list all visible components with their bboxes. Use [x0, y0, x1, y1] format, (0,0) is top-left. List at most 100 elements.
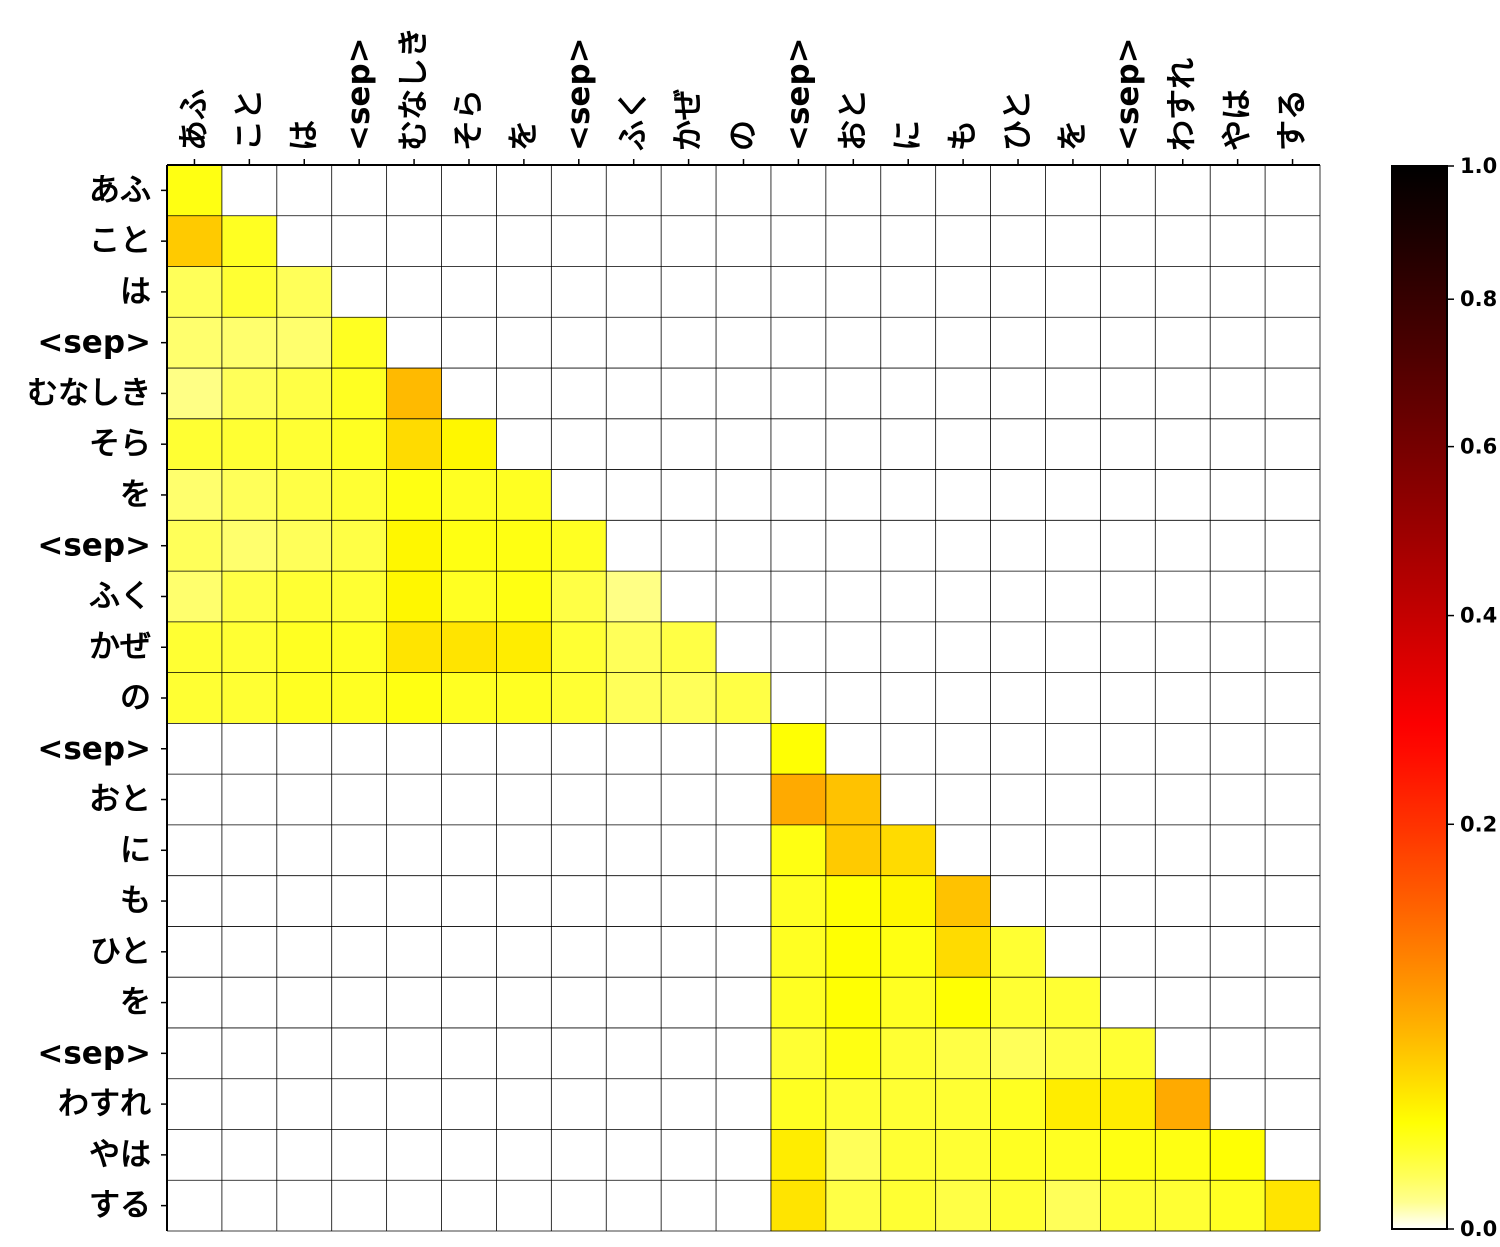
- heatmap-cell: [770, 723, 827, 775]
- heatmap-cell: [551, 1180, 607, 1232]
- heatmap-cell: [276, 824, 333, 877]
- heatmap-cell: [1265, 317, 1321, 369]
- heatmap-cell: [551, 1027, 607, 1080]
- heatmap-cell: [880, 1078, 937, 1130]
- heatmap-cell: [496, 165, 552, 217]
- heatmap-cell: [935, 774, 991, 826]
- heatmap-cell: [1100, 672, 1156, 724]
- heatmap-cell: [496, 723, 552, 775]
- heatmap-cell: [496, 824, 552, 877]
- heatmap-cell: [661, 723, 717, 775]
- heatmap-cell: [331, 418, 388, 470]
- x-tick-label: わすれ: [1165, 58, 1201, 151]
- x-tick-label: に: [890, 120, 926, 151]
- heatmap-cell: [441, 469, 497, 521]
- heatmap-cell: [1045, 926, 1101, 978]
- heatmap-cell: [1045, 266, 1101, 318]
- heatmap-cell: [441, 977, 497, 1029]
- heatmap-cell: [770, 520, 827, 572]
- heatmap-cell: [990, 977, 1046, 1029]
- heatmap-cell: [1045, 774, 1101, 826]
- heatmap-cell: [1100, 520, 1156, 572]
- heatmap-cell: [770, 875, 827, 927]
- heatmap-cell: [386, 368, 442, 420]
- heatmap-cell: [167, 875, 223, 927]
- heatmap-cell: [167, 165, 223, 217]
- heatmap-cell: [276, 774, 333, 826]
- heatmap-cell: [661, 1078, 717, 1130]
- heatmap-cell: [1100, 317, 1156, 369]
- heatmap-cell: [825, 215, 882, 267]
- heatmap-cell: [716, 774, 772, 826]
- heatmap-cell: [606, 215, 662, 267]
- heatmap-cell: [1045, 621, 1101, 674]
- heatmap-cell: [1155, 723, 1211, 775]
- heatmap-cell: [770, 1180, 827, 1232]
- heatmap-cell: [770, 368, 827, 420]
- heatmap-cell: [276, 875, 333, 927]
- colorbar-tick-label: 1.0: [1460, 154, 1497, 178]
- y-tick-label: も: [120, 883, 151, 919]
- heatmap-cell: [1100, 1180, 1156, 1232]
- heatmap-cell: [331, 926, 388, 978]
- heatmap-cell: [716, 368, 772, 420]
- heatmap-cell: [1210, 571, 1266, 623]
- heatmap-cell: [1155, 1129, 1211, 1181]
- heatmap-cell: [825, 977, 882, 1029]
- heatmap-cell: [661, 672, 717, 724]
- heatmap-cell: [990, 368, 1046, 420]
- x-tick-label: は: [286, 120, 322, 151]
- heatmap-cell: [880, 469, 937, 521]
- heatmap-cell: [990, 774, 1046, 826]
- x-tick-label: <sep>: [561, 37, 597, 151]
- heatmap-cell: [331, 824, 388, 877]
- heatmap-cell: [661, 926, 717, 978]
- heatmap-cell: [221, 926, 278, 978]
- heatmap-cell: [716, 723, 772, 775]
- heatmap-cell: [496, 469, 552, 521]
- heatmap-cell: [221, 215, 278, 267]
- heatmap-cell: [770, 1027, 827, 1080]
- heatmap-cell: [880, 672, 937, 724]
- heatmap-cell: [825, 774, 882, 826]
- heatmap-cell: [880, 926, 937, 978]
- heatmap-cell: [167, 520, 223, 572]
- heatmap-cell: [551, 520, 607, 572]
- heatmap-cell: [1265, 1129, 1321, 1181]
- heatmap-cell: [276, 1180, 333, 1232]
- heatmap-cell: [935, 875, 991, 927]
- heatmap-cell: [990, 824, 1046, 877]
- heatmap-cell: [551, 165, 607, 217]
- heatmap-cell: [167, 926, 223, 978]
- heatmap-cell: [276, 317, 333, 369]
- heatmap-cell: [276, 418, 333, 470]
- heatmap-cell: [331, 774, 388, 826]
- y-tick-label: こと: [89, 223, 151, 259]
- heatmap-cell: [551, 266, 607, 318]
- heatmap-cell: [716, 926, 772, 978]
- heatmap-cell: [716, 977, 772, 1029]
- heatmap-cell: [1210, 368, 1266, 420]
- heatmap-cell: [551, 926, 607, 978]
- heatmap-cell: [990, 215, 1046, 267]
- y-tick-label: そら: [89, 426, 151, 462]
- y-tick-label: ふく: [89, 578, 151, 614]
- heatmap-cell: [825, 926, 882, 978]
- heatmap-cell: [441, 571, 497, 623]
- y-tick-label: むなしき: [27, 375, 151, 411]
- heatmap-cell: [496, 520, 552, 572]
- heatmap-cell: [1210, 824, 1266, 877]
- heatmap-cell: [167, 1027, 223, 1080]
- heatmap-cell: [221, 1078, 278, 1130]
- heatmap-cell: [606, 1129, 662, 1181]
- heatmap-cell: [1045, 165, 1101, 217]
- heatmap-cell: [551, 723, 607, 775]
- heatmap-cell: [551, 774, 607, 826]
- heatmap-cell: [441, 418, 497, 470]
- heatmap-cell: [990, 317, 1046, 369]
- heatmap-cell: [386, 165, 442, 217]
- heatmap-cell: [167, 977, 223, 1029]
- heatmap-cell: [331, 672, 388, 724]
- heatmap-cell: [1265, 977, 1321, 1029]
- heatmap-cell: [825, 1129, 882, 1181]
